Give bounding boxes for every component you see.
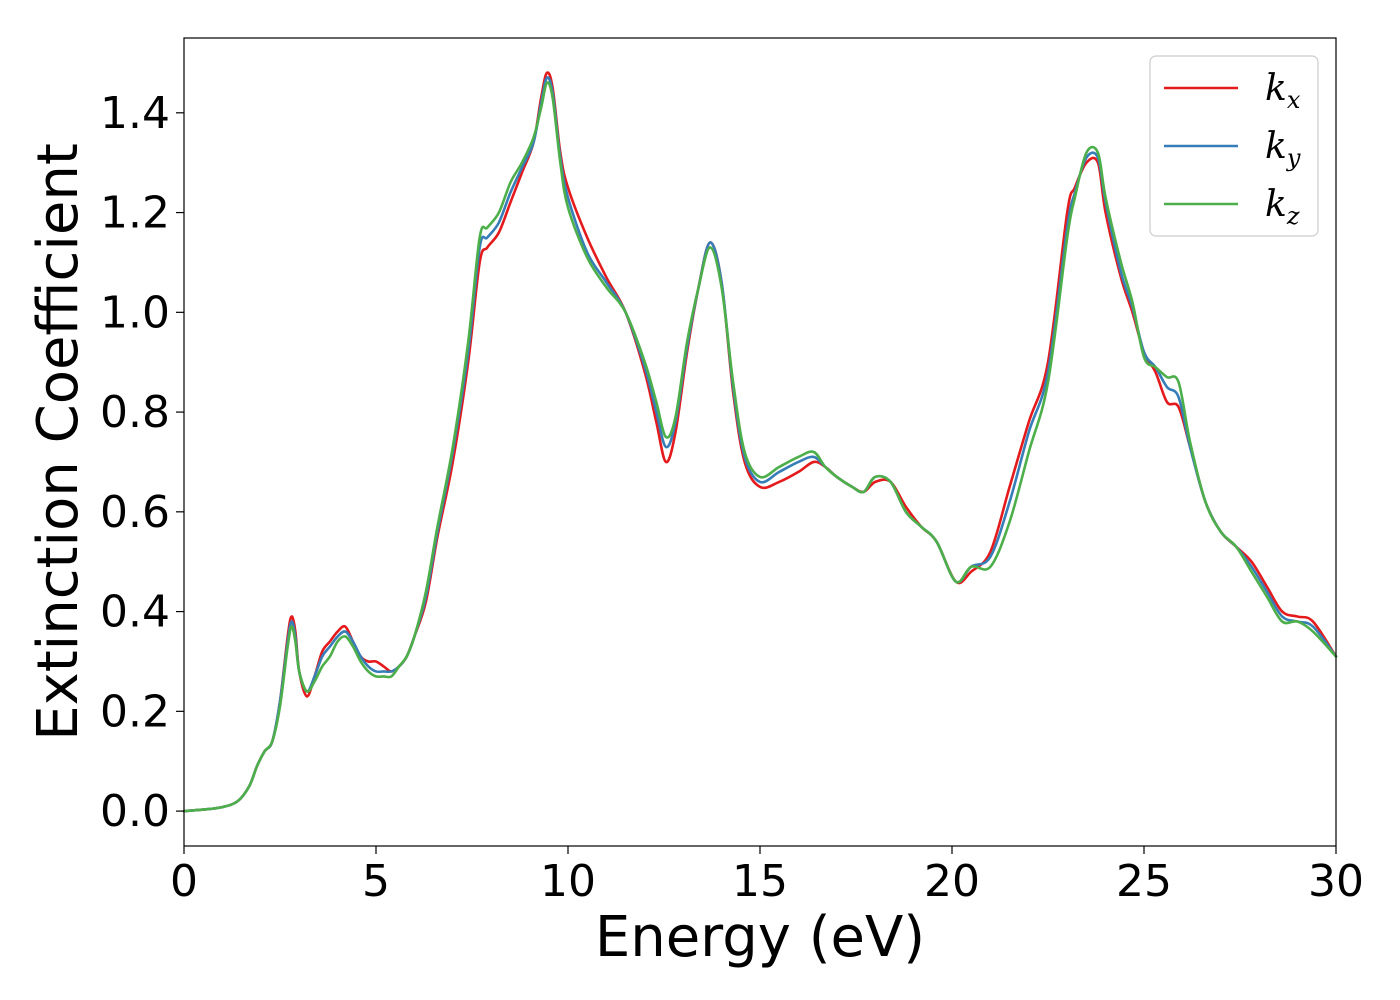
y-tick-label: 1.4 [100,88,170,139]
x-tick-label: 0 [170,856,198,907]
y-tick-label: 1.2 [100,188,170,239]
x-tick-label: 15 [732,856,788,907]
x-axis-title: Energy (eV) [595,905,925,970]
y-tick-label: 0.8 [100,387,170,438]
series-line-k-x [182,71,1338,813]
legend-label-k-z: kz [1265,184,1300,230]
y-axis: 0.0 0.2 0.4 0.6 0.8 1.0 1.2 1.4 [100,88,184,837]
series-layer [182,71,1338,813]
legend-label-k-x: kx [1265,68,1301,114]
series-line-k-z [182,81,1338,813]
y-tick-label: 0.2 [100,686,170,737]
x-axis: 0 5 10 15 20 25 30 [170,846,1364,907]
x-tick-label: 20 [924,856,980,907]
y-tick-label: 0.4 [100,587,170,638]
legend: kx ky kz [1149,55,1319,237]
y-tick-label: 1.0 [100,287,170,338]
x-tick-label: 5 [362,856,390,907]
x-tick-label: 25 [1116,856,1172,907]
legend-label-k-y: ky [1265,126,1301,172]
y-tick-label: 0.0 [100,786,170,837]
x-tick-label: 30 [1308,856,1364,907]
y-axis-title: Extinction Coefficient [26,143,91,741]
x-tick-label: 10 [540,856,596,907]
y-tick-label: 0.6 [100,487,170,538]
plot-area [184,38,1336,846]
